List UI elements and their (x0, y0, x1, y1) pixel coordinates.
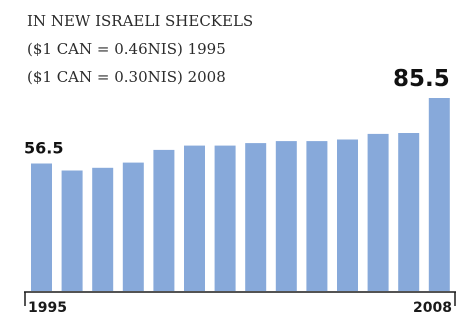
data-label-2008: 85.5 (393, 66, 450, 92)
bar-2006 (367, 133, 389, 291)
bar-2004 (306, 141, 328, 291)
bar-2002 (245, 143, 267, 291)
bar-series (31, 98, 450, 291)
data-labels: 56.5 85.5 (24, 66, 450, 158)
bar-1996 (61, 170, 83, 291)
x-tick-labels: 1995 2008 (28, 300, 452, 316)
bar-2003 (275, 141, 297, 291)
bar-1995 (31, 163, 52, 291)
unit-caption: IN NEW ISRAELI SHECKELS (27, 12, 254, 30)
x-tick-label-1995: 1995 (28, 300, 67, 316)
bar-1998 (122, 162, 144, 291)
bar-2000 (184, 145, 205, 291)
bar-2008 (428, 98, 450, 291)
bar-1999 (153, 149, 175, 291)
bar-2007 (398, 133, 420, 291)
data-label-1995: 56.5 (24, 139, 63, 158)
exchange-rate-1995: ($1 CAN = 0.46NIS) 1995 (27, 40, 226, 58)
x-tick-label-2008: 2008 (413, 300, 452, 316)
exchange-rate-2008: ($1 CAN = 0.30NIS) 2008 (27, 68, 226, 86)
bar-2001 (214, 145, 236, 291)
bar-2005 (337, 139, 358, 291)
bar-1997 (92, 167, 114, 291)
